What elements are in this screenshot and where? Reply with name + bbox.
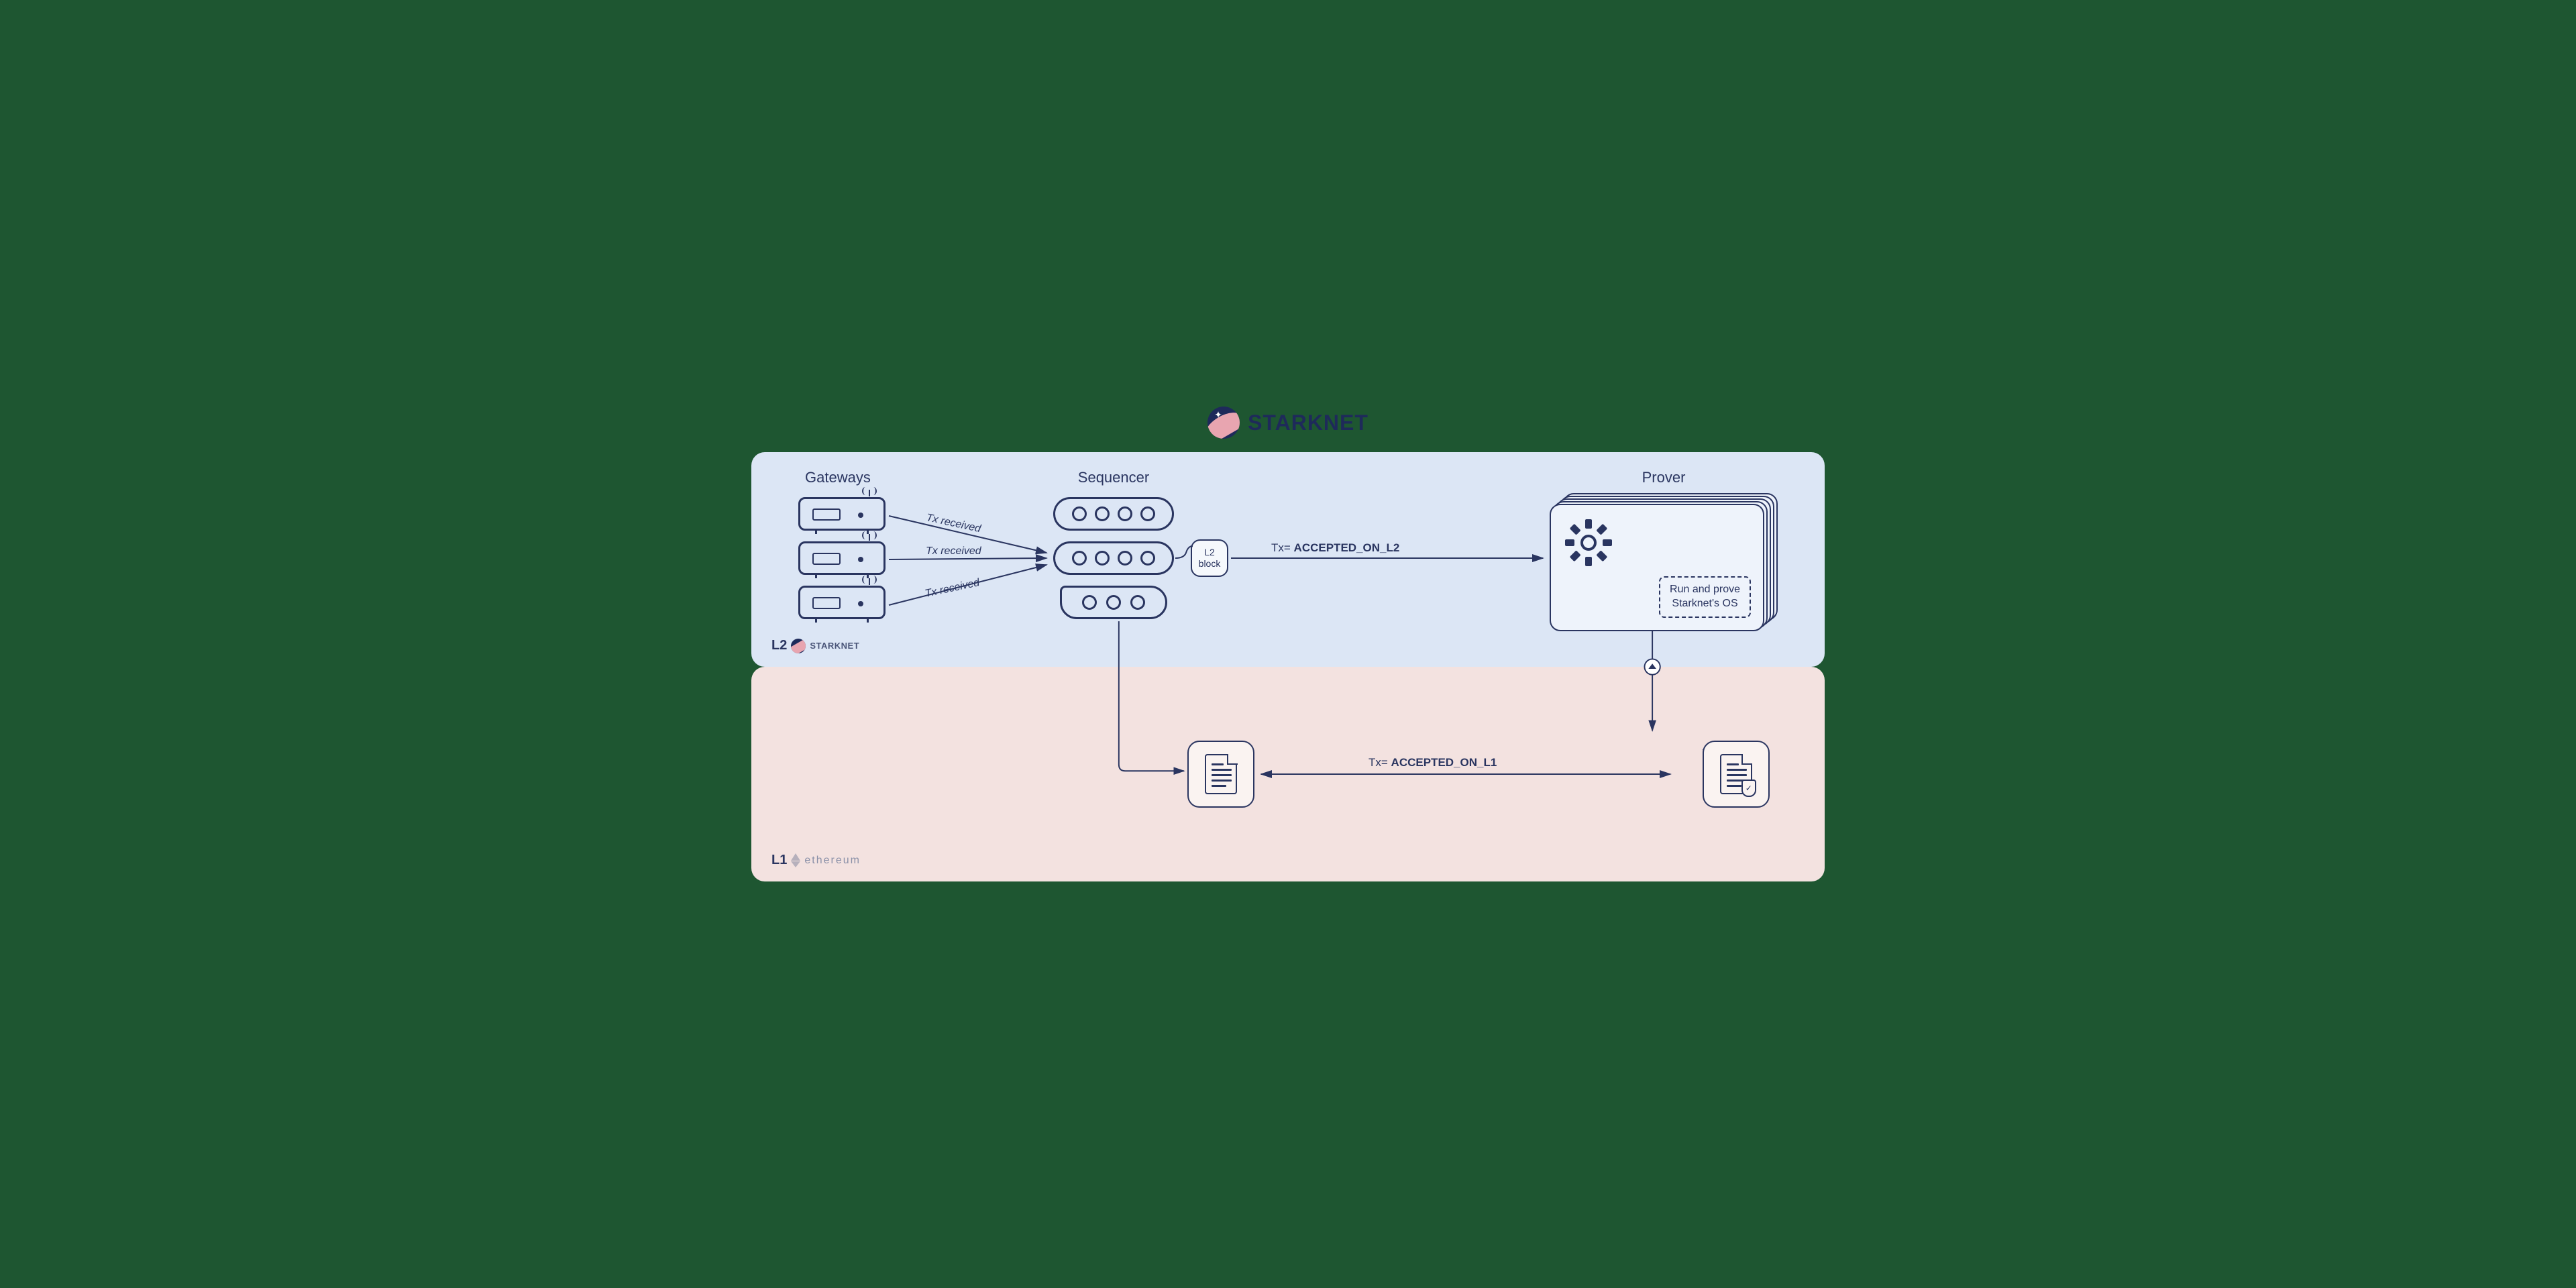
starknet-small-logo-icon bbox=[791, 639, 806, 653]
l2-block-node: L2 block bbox=[1191, 539, 1228, 577]
l1-layer: Starknet Core ✓ Verifier L1 bbox=[751, 667, 1825, 881]
l2-layer-label: L2 STARKNET bbox=[771, 638, 859, 653]
gateways-label: Gateways bbox=[805, 469, 885, 486]
gateway-node bbox=[798, 586, 885, 619]
verifier-node: ✓ bbox=[1703, 741, 1770, 808]
sequencer-block bbox=[1053, 497, 1174, 531]
edge-label: Tx received bbox=[925, 512, 983, 535]
edge-label: Tx received bbox=[924, 577, 981, 600]
edge-label-accepted-l2: Tx= ACCEPTED_ON_L2 bbox=[1271, 541, 1399, 554]
starknet-core-group: Starknet Core bbox=[1187, 741, 1237, 778]
sequencer-group: Sequencer bbox=[1053, 469, 1174, 630]
document-icon bbox=[1205, 754, 1237, 794]
sequencer-block bbox=[1060, 586, 1167, 619]
starknet-architecture-diagram: ✦ STARKNET Gateways Sequencer bbox=[751, 407, 1825, 881]
gateways-group: Gateways bbox=[798, 469, 885, 630]
ethereum-icon bbox=[791, 853, 800, 868]
document-shield-icon: ✓ bbox=[1720, 754, 1752, 794]
l1-layer-label: L1 ethereum bbox=[771, 853, 861, 868]
edge-label-accepted-l1: Tx= ACCEPTED_ON_L1 bbox=[1368, 756, 1497, 769]
sequencer-label: Sequencer bbox=[1053, 469, 1174, 486]
starknet-core-node bbox=[1187, 741, 1254, 808]
diagram-header: ✦ STARKNET bbox=[751, 407, 1825, 439]
l1-arrows: Tx= ACCEPTED_ON_L1 bbox=[751, 667, 1825, 881]
gear-icon bbox=[1568, 522, 1609, 564]
gateway-node bbox=[798, 497, 885, 531]
edge-label: Tx received bbox=[926, 545, 982, 557]
starknet-logo-icon: ✦ bbox=[1208, 407, 1240, 439]
prover-note: Run and prove Starknet's OS bbox=[1659, 576, 1751, 618]
gateway-node bbox=[798, 541, 885, 575]
prover-stack: Run and prove Starknet's OS bbox=[1550, 493, 1778, 634]
sequencer-block bbox=[1053, 541, 1174, 575]
verifier-group: ✓ Verifier bbox=[1703, 741, 1744, 763]
prover-label: Prover bbox=[1550, 469, 1778, 486]
prover-group: Prover bbox=[1550, 469, 1778, 634]
header-title: STARKNET bbox=[1248, 411, 1368, 435]
l2-layer: Gateways Sequencer bbox=[751, 452, 1825, 667]
